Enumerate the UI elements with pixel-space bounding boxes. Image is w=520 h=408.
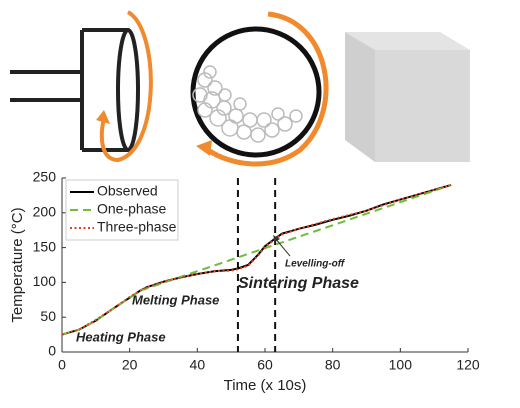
y-tick-label: 100 xyxy=(33,273,57,289)
x-tick-label: 40 xyxy=(190,357,206,373)
y-tick-label: 250 xyxy=(33,169,57,185)
tumbler-illustration xyxy=(190,11,329,167)
y-tick-label: 50 xyxy=(40,308,56,324)
y-axis-label: Temperature (°C) xyxy=(9,207,26,322)
annotation: Levelling-off xyxy=(285,259,346,270)
x-tick-label: 0 xyxy=(58,357,66,373)
y-tick-label: 0 xyxy=(48,343,56,359)
legend-label: Observed xyxy=(97,183,158,199)
x-tick-label: 20 xyxy=(122,357,138,373)
x-axis-label: Time (x 10s) xyxy=(224,377,307,394)
annotation-arrowhead xyxy=(273,235,280,242)
drum-illustration xyxy=(10,10,153,163)
y-tick-label: 150 xyxy=(33,238,57,254)
cube-illustration xyxy=(345,32,470,162)
legend-label: One-phase xyxy=(97,201,166,217)
x-tick-label: 80 xyxy=(325,357,341,373)
y-tick-label: 200 xyxy=(33,204,57,220)
x-tick-label: 100 xyxy=(389,357,413,373)
x-tick-label: 120 xyxy=(456,357,480,373)
series-line xyxy=(61,184,452,336)
annotation: Heating Phase xyxy=(76,329,166,344)
legend-label: Three-phase xyxy=(97,219,177,235)
annotation-arrow xyxy=(274,237,291,257)
annotation: Melting Phase xyxy=(132,292,219,307)
annotation: Sintering Phase xyxy=(238,275,359,292)
x-tick-label: 60 xyxy=(257,357,273,373)
